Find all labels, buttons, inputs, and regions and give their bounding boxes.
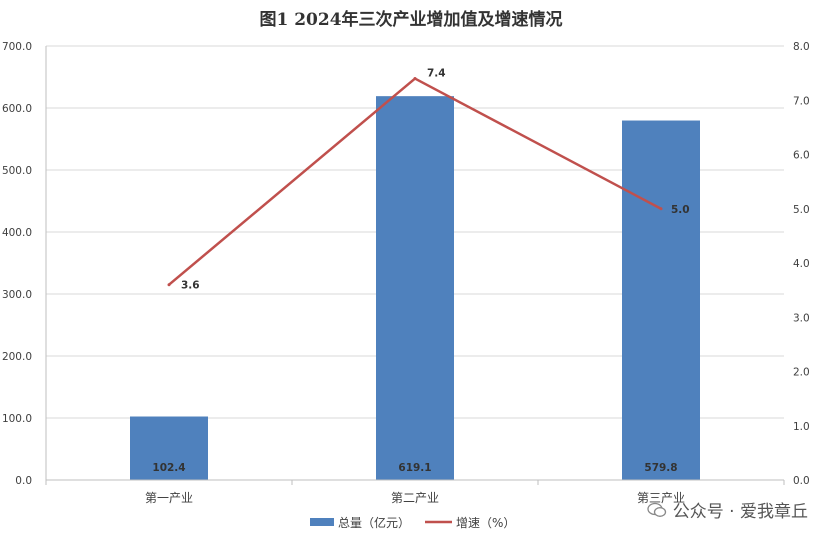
chart-title: 图1 2024年三次产业增加值及增速情况 [259, 9, 562, 30]
right-tick-label: 5.0 [793, 204, 810, 216]
line-point [659, 207, 663, 211]
right-tick-label: 1.0 [793, 421, 810, 433]
left-axis: 0.0 100.0 200.0 300.0 400.0 500.0 600.0 700.0 [2, 41, 47, 487]
bar-data-label: 619.1 [398, 462, 431, 474]
left-tick-label: 200.0 [2, 351, 32, 363]
category-label: 第三产业 [637, 491, 685, 505]
left-tick-label: 100.0 [2, 413, 32, 425]
line-point [167, 283, 171, 287]
right-tick-label: 0.0 [793, 475, 810, 487]
category-label: 第二产业 [391, 491, 439, 505]
left-tick-label: 500.0 [2, 165, 32, 177]
watermark: 公众号 · 爱我章丘 [647, 497, 808, 522]
watermark-text: 公众号 · 爱我章丘 [672, 502, 808, 522]
right-tick-label: 3.0 [793, 312, 810, 324]
bar-series: 102.4 619.1 579.8 [130, 96, 700, 481]
line-data-label: 3.6 [181, 280, 200, 292]
legend-bar-label: 总量（亿元） [338, 515, 410, 530]
bar [622, 120, 700, 481]
right-tick-label: 8.0 [793, 41, 810, 53]
right-tick-label: 2.0 [793, 367, 810, 379]
legend-line-label: 增速（%） [456, 516, 515, 530]
line-series: 3.6 7.4 5.0 [167, 68, 690, 292]
left-tick-label: 300.0 [2, 289, 32, 301]
line-point [413, 77, 417, 81]
line-data-label: 7.4 [427, 68, 446, 80]
right-tick-label: 6.0 [793, 150, 810, 162]
category-axis: 第一产业 第二产业 第三产业 [45, 479, 785, 505]
line-data-label: 5.0 [671, 204, 690, 216]
bar-data-label: 579.8 [644, 462, 677, 474]
left-tick-label: 400.0 [2, 227, 32, 239]
right-tick-label: 7.0 [793, 95, 810, 107]
legend: 总量（亿元） 增速（%） [310, 515, 515, 530]
wechat-icon [647, 502, 666, 517]
left-tick-label: 600.0 [2, 103, 32, 115]
bar [130, 416, 208, 480]
legend-bar-swatch [310, 518, 334, 526]
right-tick-label: 4.0 [793, 258, 810, 270]
category-label: 第一产业 [145, 491, 193, 505]
bar-data-label: 102.4 [152, 462, 185, 474]
left-tick-label: 0.0 [15, 475, 32, 487]
bar [376, 96, 454, 481]
right-axis: 0.0 1.0 2.0 3.0 4.0 5.0 6.0 7.0 8.0 [793, 41, 810, 487]
left-tick-label: 700.0 [2, 41, 32, 53]
